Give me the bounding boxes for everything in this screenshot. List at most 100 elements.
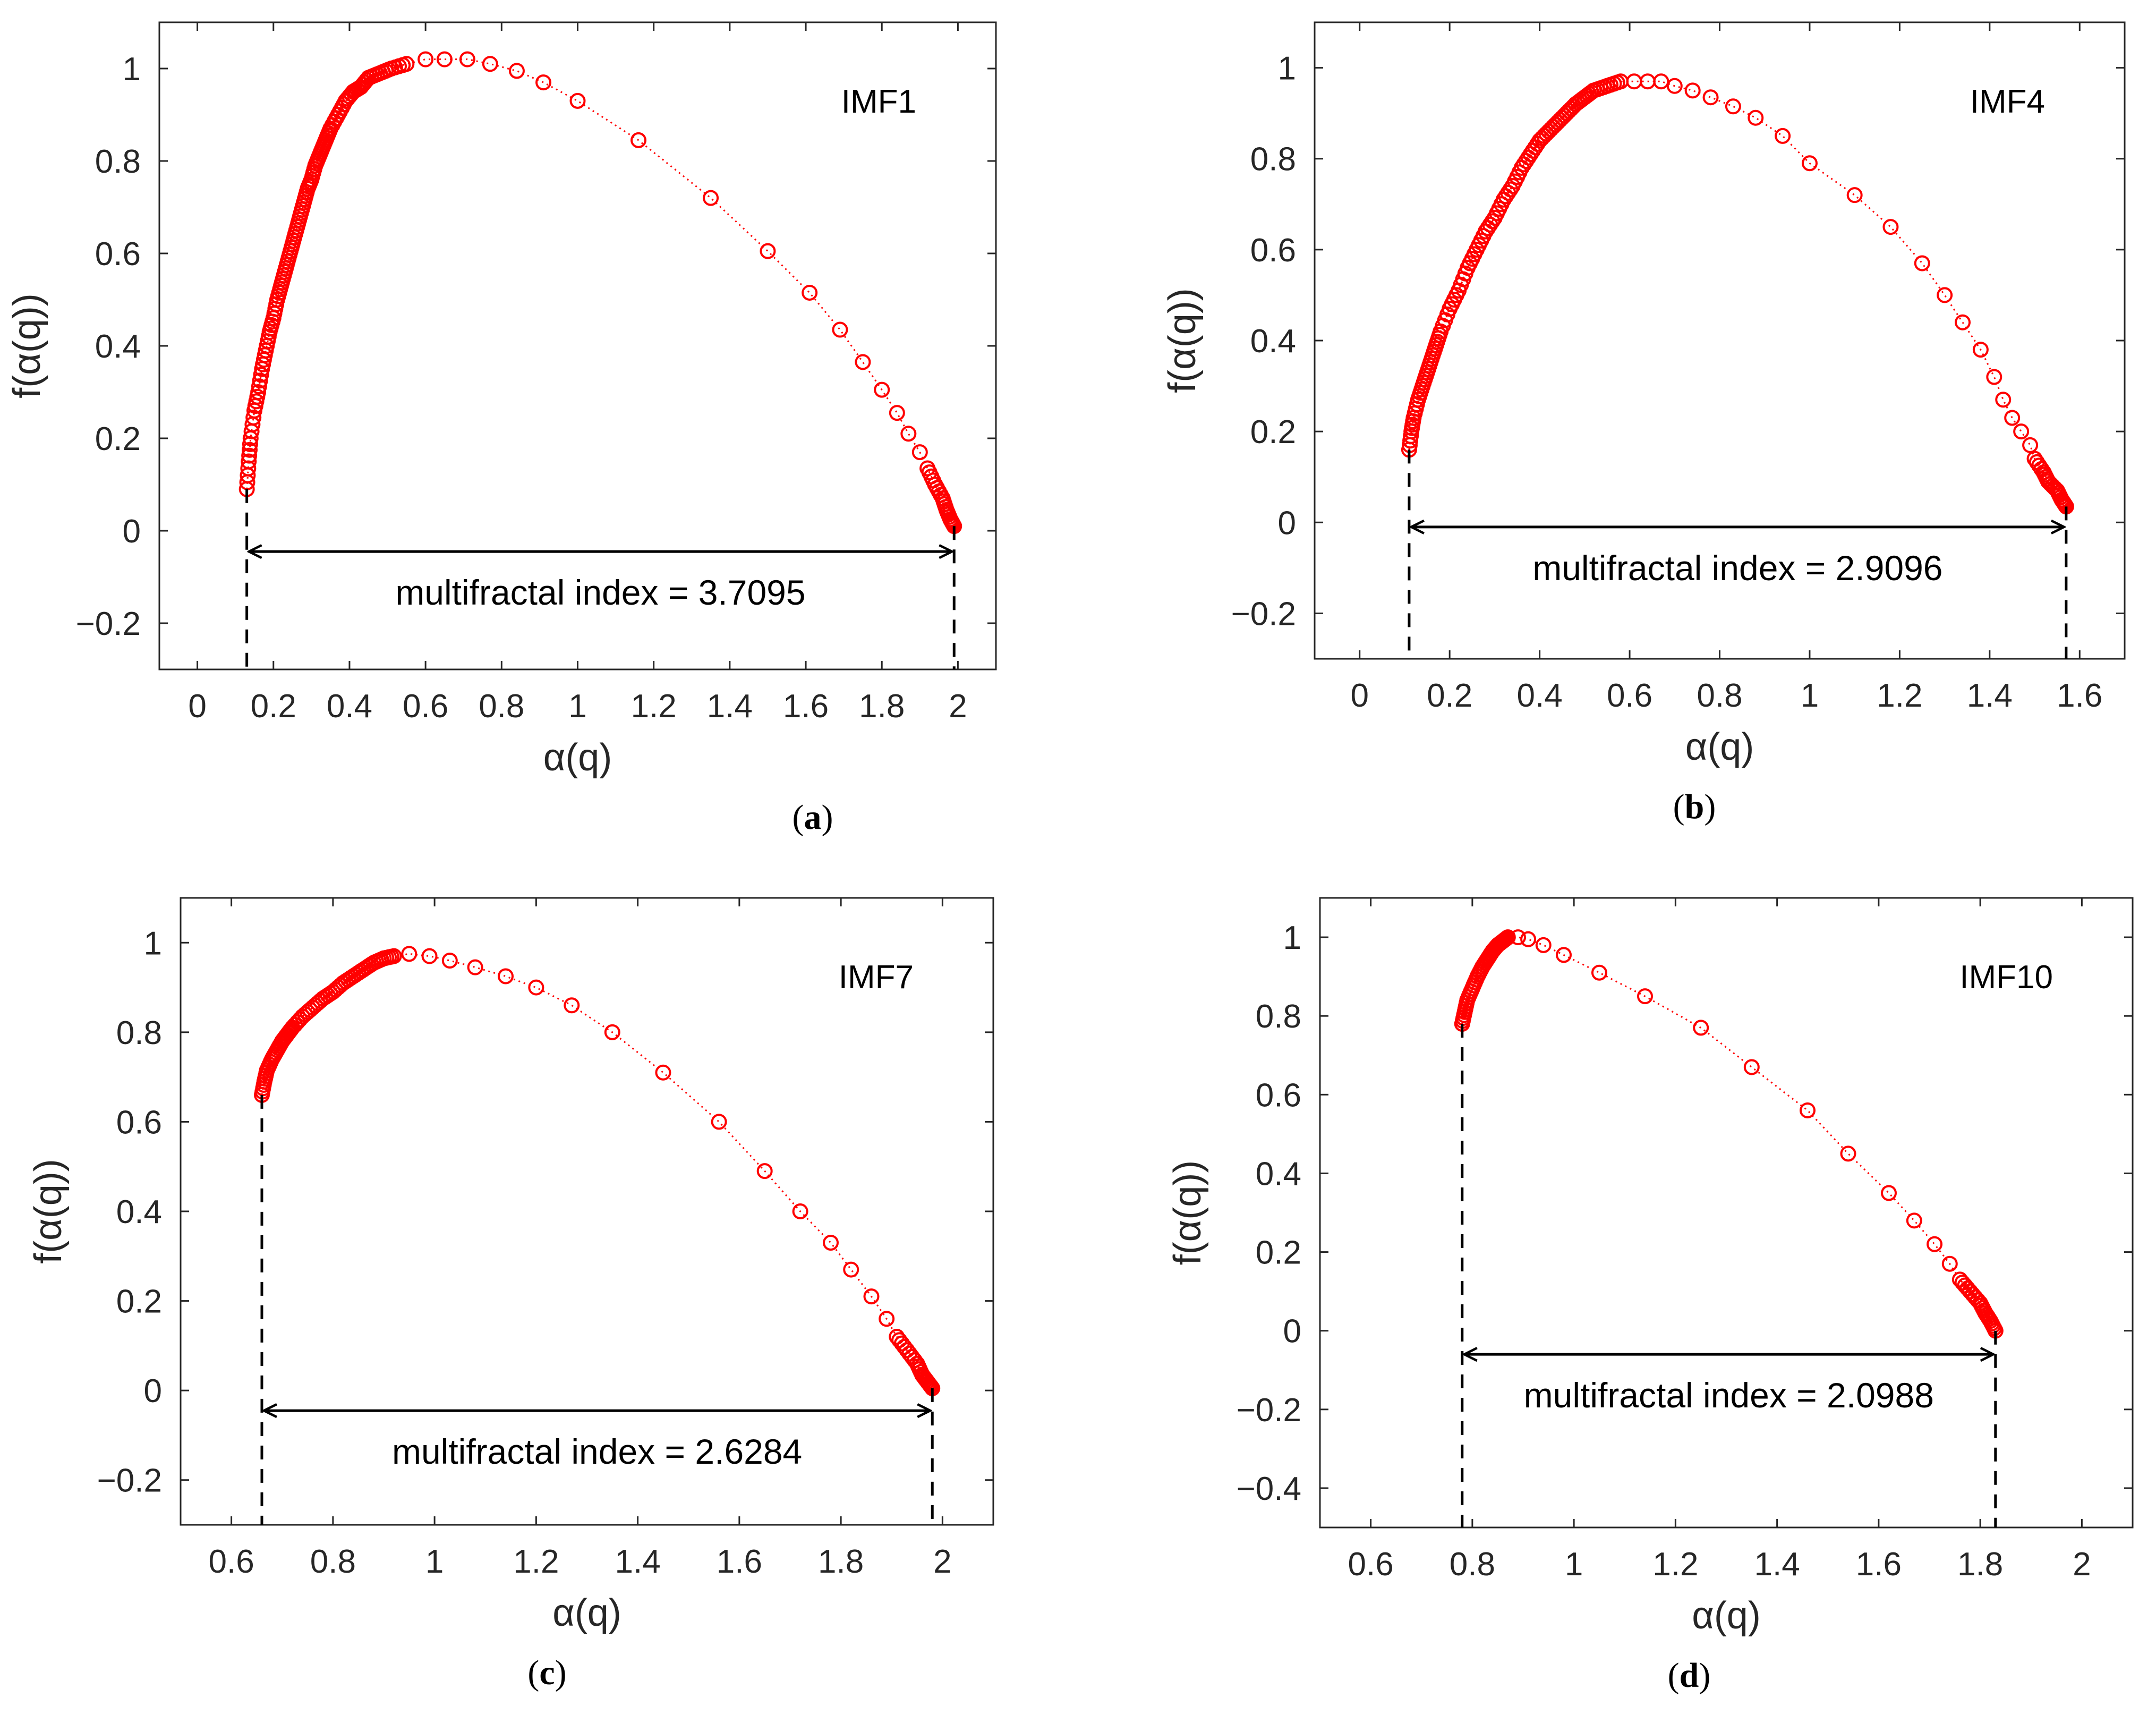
caption-open-paren: ( xyxy=(1673,787,1685,826)
y-tick-label: 0 xyxy=(1283,1313,1301,1350)
data-point xyxy=(711,1114,727,1130)
data-point xyxy=(1881,1185,1897,1201)
data-point xyxy=(245,409,262,426)
data-point xyxy=(253,367,269,383)
data-point xyxy=(459,51,475,67)
x-tick-label: 1.2 xyxy=(1877,677,1922,714)
data-point xyxy=(911,444,928,461)
caption-close-paren: ) xyxy=(1699,1656,1710,1695)
data-point xyxy=(655,1064,671,1081)
data-point xyxy=(604,1024,620,1040)
panel-caption: (d) xyxy=(1668,1656,1711,1695)
data-point xyxy=(823,1235,839,1251)
spectrum-dotted-line xyxy=(246,58,955,527)
y-axis-label: f(α(q)) xyxy=(6,293,48,398)
data-point xyxy=(2004,410,2021,426)
x-tick-label: 0.6 xyxy=(1348,1546,1394,1583)
data-point xyxy=(1484,213,1501,230)
caption-letter: a xyxy=(804,798,822,837)
data-point xyxy=(1972,342,1989,358)
data-point xyxy=(889,405,905,421)
data-point xyxy=(251,378,267,395)
y-tick-label: 1 xyxy=(144,925,162,962)
x-tick-label: 0.8 xyxy=(1697,677,1742,714)
caption-letter: d xyxy=(1680,1656,1699,1695)
x-tick-label: 2 xyxy=(949,688,967,725)
x-tick-label: 1.4 xyxy=(615,1543,661,1580)
data-point xyxy=(1955,314,1971,330)
caption-letter: b xyxy=(1685,787,1705,826)
data-point xyxy=(2022,437,2039,453)
y-tick-label: −0.2 xyxy=(1231,596,1296,632)
x-tick-label: 0.8 xyxy=(310,1543,356,1580)
data-point xyxy=(802,284,818,301)
y-tick-label: −0.2 xyxy=(1237,1392,1301,1429)
caption-open-paren: ( xyxy=(1668,1656,1680,1695)
x-tick-label: 1.2 xyxy=(1652,1546,1698,1583)
y-tick-label: 0.6 xyxy=(116,1104,162,1141)
y-tick-label: 0.4 xyxy=(116,1194,162,1230)
data-point xyxy=(1882,219,1899,235)
data-point xyxy=(2013,423,2030,440)
data-point xyxy=(1846,187,1863,203)
x-tick-label: 1.4 xyxy=(707,688,753,725)
panel-caption: (a) xyxy=(792,798,833,837)
data-point xyxy=(756,1163,773,1179)
y-tick-label: 0 xyxy=(1278,505,1296,541)
x-tick-label: 1.4 xyxy=(1967,677,2013,714)
data-point xyxy=(1927,1236,1943,1252)
caption-letter: c xyxy=(539,1653,555,1692)
imf-tag: IMF10 xyxy=(1959,959,2053,996)
x-tick-label: 0 xyxy=(188,688,206,725)
multifractal-index-label: multifractal index = 2.9096 xyxy=(1532,548,1942,588)
x-tick-label: 0.2 xyxy=(1427,677,1472,714)
y-tick-label: 0.6 xyxy=(1256,1077,1301,1114)
y-tick-label: 0 xyxy=(123,513,141,550)
data-point xyxy=(1626,73,1642,90)
data-point xyxy=(863,1288,880,1305)
data-point xyxy=(1914,255,1930,271)
data-point xyxy=(1906,1212,1922,1229)
data-point xyxy=(1499,929,1516,946)
y-axis-label: f(α(q)) xyxy=(27,1159,70,1264)
caption-open-paren: ( xyxy=(527,1653,539,1692)
data-point xyxy=(1801,155,1818,172)
y-tick-label: 0 xyxy=(144,1373,162,1410)
x-tick-label: 1.6 xyxy=(717,1543,762,1580)
multifractal-index-label: multifractal index = 2.0988 xyxy=(1524,1376,1934,1415)
spectrum-dotted-line xyxy=(261,953,933,1389)
y-tick-label: 0.2 xyxy=(95,421,141,457)
data-point xyxy=(1637,988,1653,1005)
x-tick-label: 0.6 xyxy=(209,1543,254,1580)
y-tick-label: 0.4 xyxy=(1250,323,1296,360)
x-tick-label: 1 xyxy=(568,688,586,725)
x-tick-label: 1.6 xyxy=(783,688,829,725)
data-point xyxy=(1986,369,2002,385)
y-tick-label: 0.8 xyxy=(1256,998,1301,1035)
y-tick-label: 0.2 xyxy=(1250,414,1296,451)
y-tick-label: 1 xyxy=(1283,920,1301,956)
data-point xyxy=(241,447,258,464)
caption-open-paren: ( xyxy=(792,798,804,837)
multifractal-index-label: multifractal index = 3.7095 xyxy=(395,573,805,612)
caption-close-paren: ) xyxy=(555,1653,567,1692)
data-point xyxy=(250,384,267,400)
panel-caption: (b) xyxy=(1673,787,1716,826)
data-point xyxy=(482,56,498,72)
data-point xyxy=(417,51,434,67)
spectrum-dotted-line xyxy=(1408,80,2067,507)
y-tick-label: 0.6 xyxy=(1250,232,1296,269)
data-point xyxy=(436,51,453,67)
data-point xyxy=(1693,1020,1709,1036)
data-point xyxy=(792,1203,808,1219)
imf-tag: IMF7 xyxy=(839,959,914,996)
data-point xyxy=(1702,89,1719,106)
y-tick-label: 0.6 xyxy=(95,236,141,273)
data-point xyxy=(498,968,514,984)
imf-tag: IMF4 xyxy=(1970,83,2045,120)
data-point xyxy=(1510,929,1526,946)
x-tick-label: 0.4 xyxy=(1517,677,1563,714)
data-point xyxy=(1666,78,1683,94)
y-tick-label: 0.2 xyxy=(1256,1235,1301,1271)
